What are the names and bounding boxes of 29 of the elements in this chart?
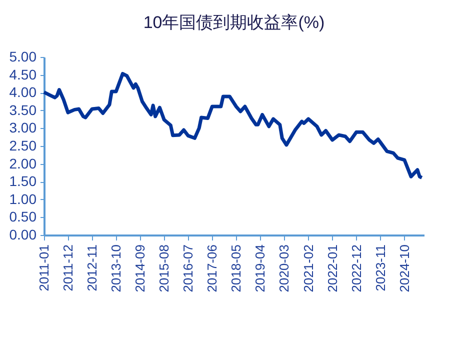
y-tick-label: 1.00 bbox=[9, 190, 37, 207]
y-tick-label: 5.00 bbox=[9, 48, 37, 64]
x-tick-label: 2011-01 bbox=[36, 244, 52, 292]
y-tick-label: 0.50 bbox=[9, 208, 37, 225]
x-tick-label: 2022-12 bbox=[348, 244, 364, 292]
x-tick-label: 2020-03 bbox=[276, 244, 292, 292]
y-tick-label: 3.00 bbox=[9, 120, 37, 136]
x-tick-label: 2017-06 bbox=[204, 244, 220, 292]
y-tick-label: 4.50 bbox=[9, 66, 37, 82]
line-series bbox=[42, 72, 424, 180]
x-tick-label: 2021-02 bbox=[300, 244, 316, 292]
y-tick-label: 4.00 bbox=[9, 84, 37, 100]
x-tick-label: 2024-10 bbox=[396, 244, 412, 292]
chart-title: 10年国债到期收益率(%) bbox=[143, 13, 325, 32]
x-tick-label: 2013-10 bbox=[108, 244, 124, 292]
x-tick-label: 2012-11 bbox=[84, 244, 100, 292]
x-tick-label: 2014-09 bbox=[132, 244, 148, 292]
x-tick-label: 2022-01 bbox=[324, 244, 340, 292]
y-tick-label: 1.50 bbox=[9, 173, 37, 190]
x-tick-label: 2019-04 bbox=[252, 244, 268, 292]
x-tick-label: 2015-08 bbox=[156, 244, 172, 292]
y-tick-label: 0.00 bbox=[9, 226, 37, 242]
y-tick-label: 2.00 bbox=[9, 155, 37, 172]
x-tick-label: 2023-11 bbox=[372, 244, 388, 292]
x-tick-label: 2018-05 bbox=[228, 244, 244, 292]
y-tick-label: 2.50 bbox=[9, 138, 37, 154]
x-tick-label: 2011-12 bbox=[60, 244, 76, 292]
y-tick-label: 3.50 bbox=[9, 102, 37, 118]
x-tick-label: 2016-07 bbox=[180, 244, 196, 292]
